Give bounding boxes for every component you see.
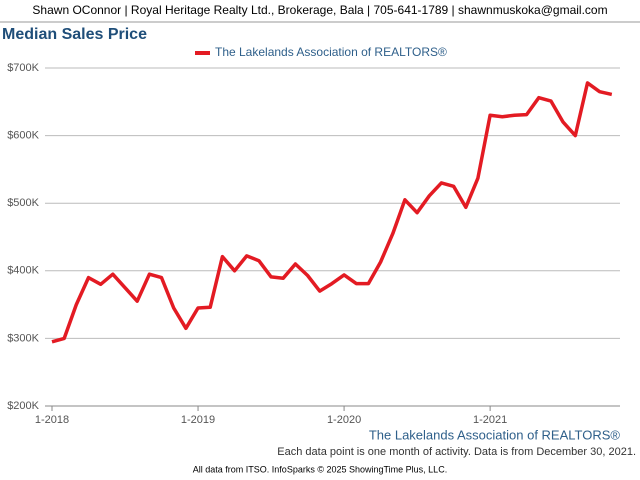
y-tick-label: $700K <box>7 62 39 74</box>
y-tick-label: $200K <box>7 400 39 412</box>
header: Shawn OConnor | Royal Heritage Realty Lt… <box>32 3 607 17</box>
x-tick-label: 1-2019 <box>181 414 215 426</box>
x-tick-label: 1-2021 <box>473 414 507 426</box>
x-tick-label: 1-2018 <box>35 414 69 426</box>
y-tick-label: $600K <box>7 130 39 142</box>
x-tick-label: 1-2020 <box>327 414 361 426</box>
y-tick-label: $500K <box>7 197 39 209</box>
series-line <box>51 81 613 344</box>
footer: All data from ITSO. InfoSparks © 2025 Sh… <box>193 464 447 474</box>
source-label: The Lakelands Association of REALTORS® <box>369 427 621 442</box>
chart-title: Median Sales Price <box>2 26 147 43</box>
legend-label: The Lakelands Association of REALTORS® <box>215 45 447 59</box>
y-tick-label: $400K <box>7 265 39 277</box>
note: Each data point is one month of activity… <box>277 446 636 458</box>
y-tick-label: $300K <box>7 332 39 344</box>
